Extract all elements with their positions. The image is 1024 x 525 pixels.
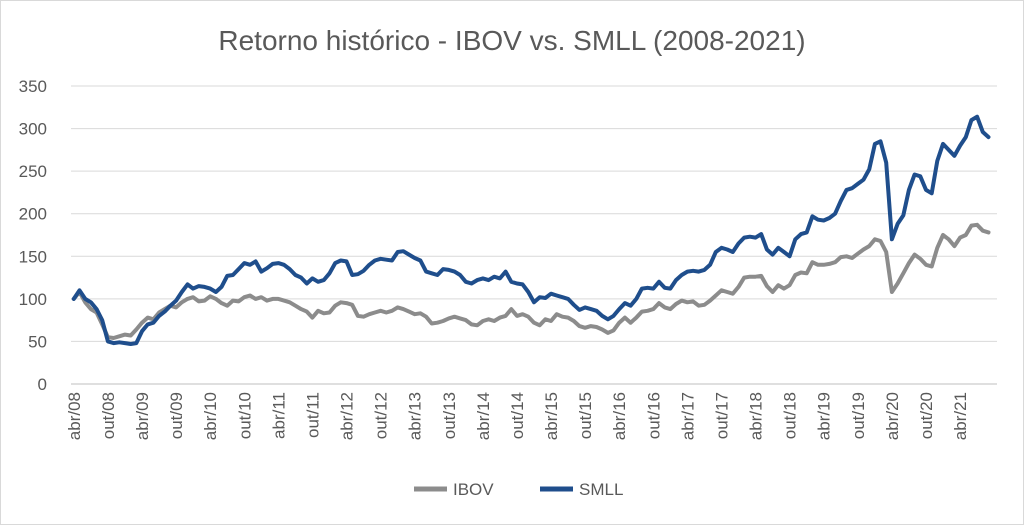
x-tick-label: abr/14 (474, 392, 493, 440)
x-tick-label: abr/08 (65, 392, 84, 440)
x-tick-label: out/15 (576, 392, 595, 439)
x-tick-label: out/20 (917, 392, 936, 439)
x-tick-label: out/09 (167, 392, 186, 439)
y-tick-label: 350 (19, 77, 47, 96)
legend-label-ibov: IBOV (453, 480, 494, 499)
x-tick-label: out/14 (508, 392, 527, 439)
x-tick-label: out/13 (440, 392, 459, 439)
y-tick-label: 300 (19, 120, 47, 139)
x-tick-label: out/11 (303, 392, 322, 438)
y-tick-label: 50 (28, 332, 47, 351)
y-axis-ticks: 0 50 100 150 200 250 300 350 (19, 77, 47, 394)
y-tick-label: 0 (38, 375, 47, 394)
chart-title: Retorno histórico - IBOV vs. SMLL (2008-… (218, 25, 805, 56)
legend-label-smll: SMLL (579, 480, 623, 499)
x-tick-label: out/08 (99, 392, 118, 439)
x-tick-label: abr/19 (815, 392, 834, 440)
y-tick-label: 150 (19, 247, 47, 266)
x-tick-label: out/12 (372, 392, 391, 439)
x-tick-label: abr/13 (406, 392, 425, 440)
x-tick-label: abr/20 (883, 392, 902, 440)
x-tick-label: out/16 (644, 392, 663, 439)
x-axis-ticks: abr/08 out/08 abr/09 out/09 abr/10 out/10 abr/… (65, 392, 970, 440)
x-tick-label: abr/15 (542, 392, 561, 440)
legend: IBOV SMLL (414, 480, 623, 499)
x-tick-label: abr/11 (269, 392, 288, 439)
x-tick-label: abr/16 (610, 392, 629, 440)
series-line-ibov (71, 222, 991, 340)
x-tick-label: out/18 (781, 392, 800, 439)
x-tick-label: abr/09 (133, 392, 152, 440)
x-tick-label: out/17 (712, 392, 731, 439)
y-tick-label: 100 (19, 290, 47, 309)
x-tick-label: abr/10 (201, 392, 220, 440)
x-tick-label: abr/21 (951, 392, 970, 440)
x-tick-label: abr/18 (747, 392, 766, 440)
x-tick-label: abr/12 (338, 392, 357, 440)
x-tick-label: out/19 (849, 392, 868, 439)
series-lines (71, 114, 991, 346)
x-tick-label: out/10 (235, 392, 254, 439)
y-tick-label: 250 (19, 162, 47, 181)
y-tick-label: 200 (19, 205, 47, 224)
x-tick-label: abr/17 (678, 392, 697, 440)
gridlines (71, 85, 997, 385)
series-line-smll (71, 114, 991, 346)
